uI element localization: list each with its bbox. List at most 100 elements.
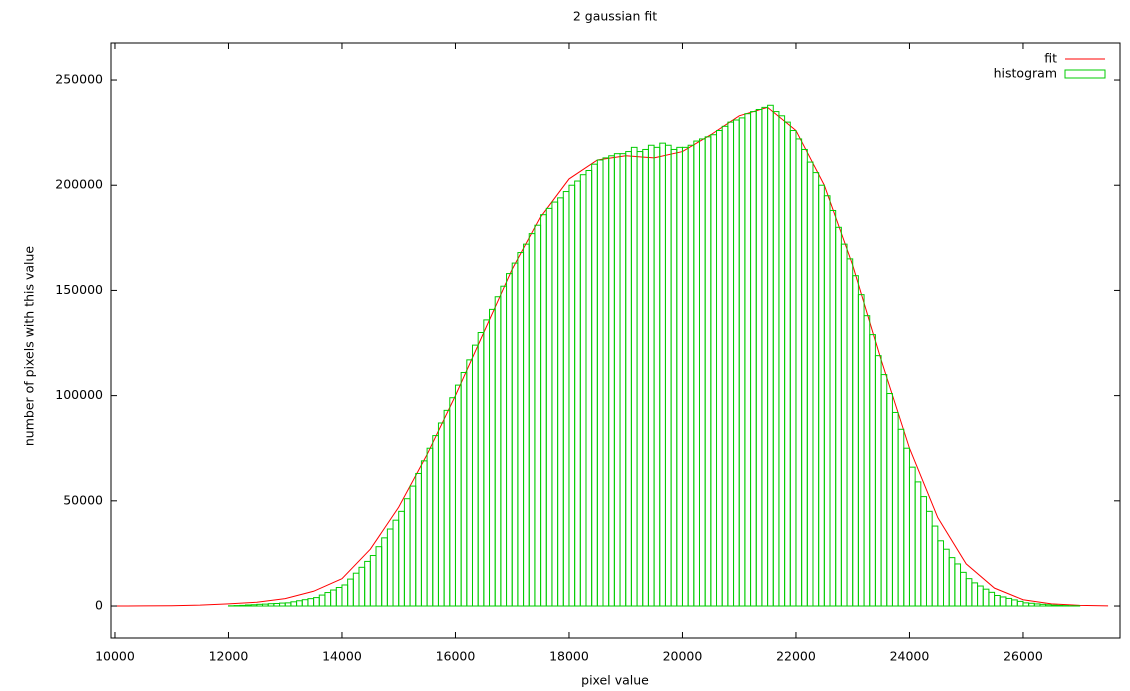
histogram-bar — [999, 596, 1007, 607]
histogram-bar — [341, 584, 349, 607]
histogram-bar — [386, 528, 394, 607]
histogram-bar — [517, 252, 525, 607]
histogram-bar — [307, 598, 315, 607]
histogram-bar — [772, 111, 780, 607]
histogram-bar — [358, 566, 366, 607]
histogram-bar — [256, 603, 264, 607]
x-tick-label: 22000 — [776, 649, 816, 664]
histogram-bar — [449, 397, 456, 607]
histogram-bar — [943, 548, 950, 607]
histogram-bar — [931, 525, 939, 607]
histogram-bar — [489, 308, 496, 607]
histogram-bar — [693, 140, 700, 607]
histogram-bar — [857, 294, 865, 607]
histogram-bar — [619, 153, 627, 607]
legend-swatch — [1064, 69, 1106, 79]
histogram-bar — [750, 111, 757, 607]
x-tick-label: 10000 — [95, 649, 135, 664]
histogram-bar — [454, 384, 462, 607]
histogram-bar — [313, 597, 320, 607]
histogram-bar — [835, 226, 842, 607]
histogram-bar — [636, 151, 644, 607]
histogram-bar — [642, 148, 649, 607]
histogram-bar — [721, 125, 729, 607]
x-tick-label: 24000 — [890, 649, 930, 664]
histogram-bar — [710, 134, 718, 607]
histogram-bar — [534, 224, 542, 607]
histogram-bar — [250, 604, 258, 607]
histogram-bar — [733, 119, 740, 607]
histogram-bar — [477, 332, 485, 607]
histogram-bar — [273, 602, 281, 607]
histogram-bar — [506, 273, 513, 607]
x-tick-label: 20000 — [663, 649, 703, 664]
histogram-bar — [716, 130, 723, 607]
histogram-bar — [818, 184, 825, 607]
histogram-bar — [375, 546, 383, 607]
legend-label: fit — [1044, 51, 1057, 66]
histogram-bar — [903, 447, 910, 607]
histogram-bar — [613, 153, 621, 607]
y-axis-label: number of pixels with this value — [22, 246, 37, 447]
histogram-bar — [676, 146, 683, 607]
histogram-bar — [687, 144, 695, 607]
histogram-bar — [659, 142, 666, 607]
histogram-bar — [409, 485, 417, 607]
histogram-bar — [1056, 604, 1064, 607]
histogram-bar — [403, 498, 411, 607]
histogram-bar — [591, 163, 598, 607]
x-axis-label: pixel value — [581, 673, 649, 688]
histogram-bar — [914, 481, 922, 607]
histogram-bar — [920, 496, 927, 607]
y-tick-label: 150000 — [55, 282, 103, 297]
histogram-bar — [937, 540, 945, 607]
histogram-bar — [335, 587, 343, 607]
histogram-bar — [551, 201, 559, 607]
histogram-bar — [801, 148, 808, 607]
histogram-bar — [1005, 597, 1013, 607]
histogram-bar — [897, 428, 905, 607]
histogram-bar — [557, 197, 564, 607]
x-tick-label: 12000 — [209, 649, 249, 664]
histogram-bar — [891, 411, 899, 607]
y-tick-label: 0 — [95, 598, 103, 613]
histogram-bar — [1050, 604, 1058, 607]
histogram-bar — [318, 594, 326, 607]
histogram-bar — [471, 344, 479, 607]
histogram-bar — [483, 319, 491, 607]
histogram-bar — [630, 146, 638, 607]
histogram-bar — [415, 472, 422, 607]
histogram-bar — [886, 393, 893, 607]
histogram-bar — [301, 599, 309, 607]
histogram-bar — [698, 138, 706, 607]
histogram-bar — [1011, 599, 1018, 607]
histogram-bar — [681, 146, 689, 607]
histogram-bar — [874, 355, 882, 607]
histogram-bar — [608, 155, 615, 607]
histogram-bar — [948, 557, 956, 607]
histogram-bar — [744, 113, 752, 607]
histogram-bar — [812, 172, 820, 607]
histogram-bar — [1022, 602, 1030, 607]
histogram-bar — [840, 243, 848, 607]
histogram-bar — [761, 106, 769, 607]
histogram-bar — [1045, 604, 1052, 607]
histogram-bar — [579, 174, 587, 607]
histogram-bar — [908, 466, 916, 607]
histogram-bar — [369, 555, 377, 607]
histogram-bar — [267, 603, 275, 607]
histogram-bar — [795, 138, 803, 607]
histogram-bar — [965, 578, 973, 607]
histogram-bar — [767, 104, 774, 607]
histogram-bar — [398, 510, 405, 607]
histogram-bar — [585, 170, 593, 607]
histogram-bar — [755, 108, 763, 607]
histogram-bar — [994, 595, 1001, 607]
histogram-bar — [954, 563, 962, 607]
histogram-bar — [806, 161, 814, 607]
histogram-bar — [545, 207, 553, 607]
histogram-bar — [670, 148, 678, 607]
histogram-bar — [528, 233, 536, 607]
histogram-bar — [664, 144, 672, 607]
